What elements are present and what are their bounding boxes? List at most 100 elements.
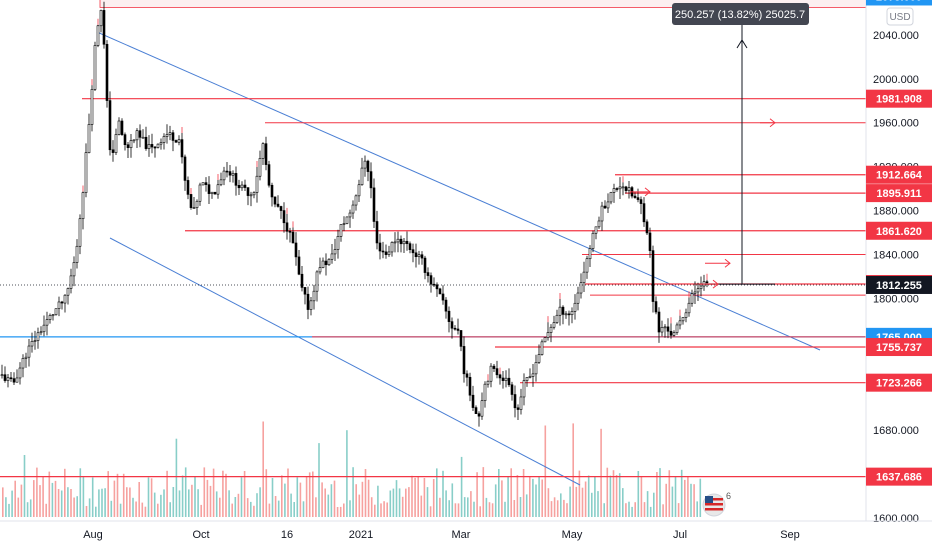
candle-body <box>216 184 220 195</box>
volume-bar <box>135 501 137 517</box>
volume-bar <box>194 477 196 517</box>
candle-body <box>603 205 607 209</box>
candle-body <box>24 356 28 359</box>
volume-bar <box>271 478 274 517</box>
candle-body <box>342 223 346 225</box>
volume-bar <box>98 489 100 517</box>
time-tick-label: Aug <box>83 529 103 541</box>
volume-bar <box>612 470 615 517</box>
candle-body <box>159 142 163 145</box>
candle-body <box>453 327 457 330</box>
candle-body <box>108 100 112 151</box>
volume-bar <box>11 490 13 517</box>
candle-body <box>156 143 160 148</box>
level-label-box <box>866 467 932 486</box>
volume-bar <box>188 489 190 517</box>
candle-body <box>501 377 505 381</box>
volume-bar <box>138 482 140 517</box>
candle-body <box>90 89 94 125</box>
volume-bar <box>426 487 429 517</box>
price-tick-label: 1680.000 <box>873 425 919 437</box>
volume-bar <box>237 493 240 517</box>
volume-bar <box>643 502 646 517</box>
candle-body <box>426 272 430 276</box>
candle-body <box>612 188 616 193</box>
volume-bar <box>333 480 336 517</box>
candle-body <box>114 134 118 153</box>
volume-bar <box>212 468 215 517</box>
candle-body <box>243 184 247 188</box>
volume-bar <box>395 480 398 517</box>
volume-bar <box>178 490 181 517</box>
volume-bar <box>538 477 540 517</box>
volume-bar <box>259 487 261 517</box>
candle-body <box>339 224 343 237</box>
level-label: 1637.686 <box>876 472 922 484</box>
candle-body <box>60 301 64 304</box>
volume-bar <box>653 492 655 517</box>
candle-body <box>513 394 517 409</box>
us-flag-icon[interactable]: 6 <box>702 491 731 517</box>
candle-body <box>456 328 460 331</box>
volume-bar <box>101 488 103 517</box>
candle-body <box>621 186 625 189</box>
plot-area[interactable] <box>0 0 867 521</box>
candle-body <box>405 240 409 244</box>
volume-bar <box>473 501 475 517</box>
volume-bar <box>299 482 302 517</box>
candle-body <box>192 207 196 209</box>
volume-bar <box>491 503 494 517</box>
candle-body <box>507 377 511 386</box>
volume-bar <box>215 491 218 517</box>
volume-bar <box>2 487 4 517</box>
candle-body <box>201 182 205 186</box>
candle-body <box>609 192 613 203</box>
candle-body <box>267 164 271 186</box>
volume-bar <box>420 495 423 517</box>
volume-bar <box>352 467 354 517</box>
measure-arrowhead <box>736 39 748 49</box>
volume-bar <box>405 488 407 517</box>
volume-bar <box>364 469 367 517</box>
channel-upper-line <box>96 31 821 351</box>
volume-bar <box>408 487 410 517</box>
candle-body <box>633 195 637 198</box>
volume-bar <box>64 468 66 517</box>
volume-bar <box>535 484 537 517</box>
volume-bar <box>507 476 509 517</box>
candle-body <box>348 212 352 218</box>
volume-bar <box>150 478 153 517</box>
volume-bar <box>76 496 78 517</box>
candle-body <box>489 365 493 382</box>
flag-stripe <box>705 508 723 511</box>
volume-bar <box>281 475 283 517</box>
candle-body <box>408 243 412 250</box>
volume-bar <box>662 504 664 517</box>
volume-bar <box>113 480 116 517</box>
candle-body <box>600 205 604 222</box>
candle-body <box>27 345 31 358</box>
currency-badge[interactable]: USD <box>886 7 914 26</box>
volume-bar <box>377 485 379 517</box>
candle-body <box>678 320 682 326</box>
candle-body <box>240 184 244 189</box>
candle-body <box>120 120 124 135</box>
volume-bar <box>544 425 547 517</box>
volume-bar <box>587 475 590 517</box>
candle-body <box>264 143 268 165</box>
level-label-box <box>866 373 932 392</box>
candle-body <box>660 327 664 333</box>
candle-body <box>588 248 592 260</box>
volume-bar <box>274 496 277 517</box>
volume-bar <box>457 503 460 517</box>
candle-body <box>318 267 322 273</box>
volume-bar <box>339 506 342 517</box>
candle-body <box>189 194 193 208</box>
plot-background <box>0 0 866 521</box>
volume-bar <box>494 484 497 517</box>
volume-bar <box>45 503 47 517</box>
volume-bar <box>107 471 109 517</box>
level-label: 1895.911 <box>876 188 921 200</box>
candle-body <box>675 324 679 333</box>
